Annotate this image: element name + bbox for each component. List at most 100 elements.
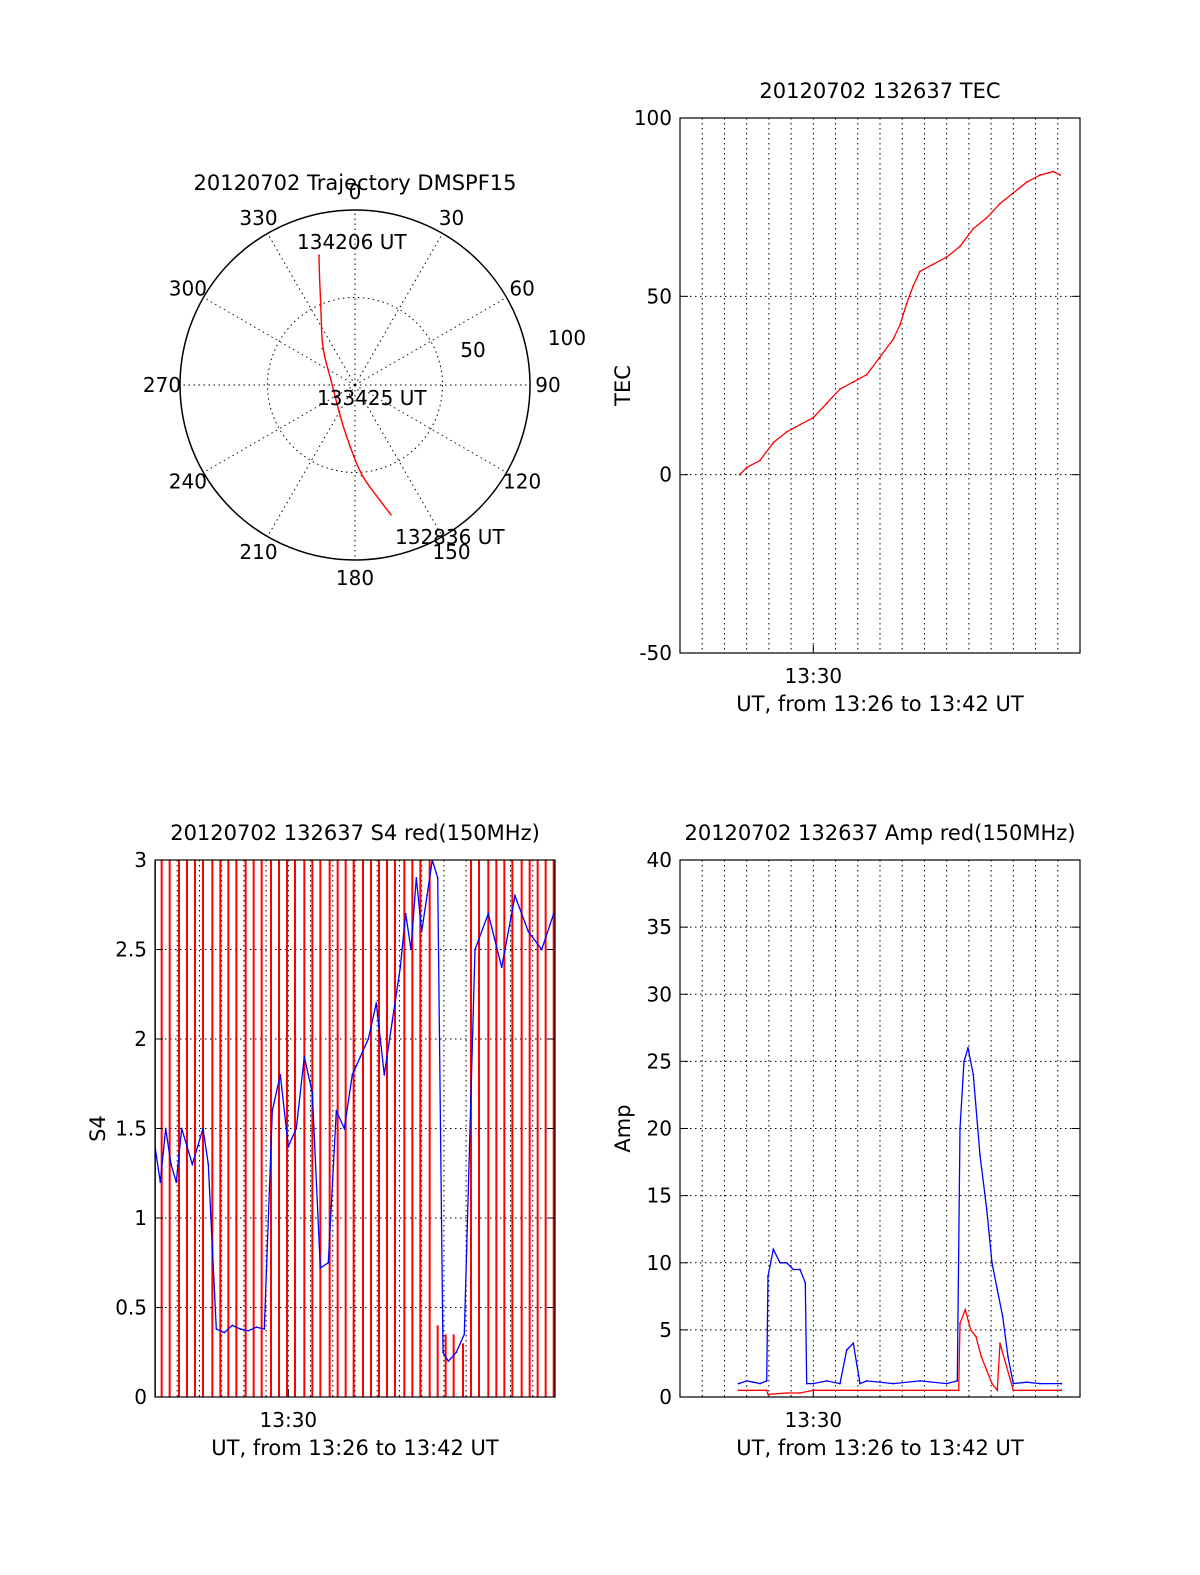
y-tick-label: 10 [647, 1251, 672, 1275]
y-axis-label: Amp [611, 1104, 635, 1152]
data-point [415, 877, 418, 879]
data-point [500, 966, 503, 969]
trajectory-point [318, 281, 321, 284]
data-point [263, 1328, 266, 1330]
data-point [959, 1322, 961, 1325]
trajectory-point [378, 498, 381, 501]
chart-title: 20120702 Trajectory DMSPF15 [193, 171, 516, 195]
y-tick-label: 0 [134, 1385, 147, 1409]
plot-frame [679, 117, 1081, 654]
data-point [985, 1369, 988, 1372]
data-point [799, 1268, 801, 1271]
data-point [463, 1333, 466, 1336]
data-point [999, 202, 1001, 205]
data-point [474, 948, 476, 951]
data-point [972, 227, 975, 230]
data-point [442, 1351, 444, 1354]
data-point [279, 1073, 282, 1076]
y-tick-label: 0 [659, 463, 672, 487]
azimuth-label: 180 [336, 566, 374, 590]
data-point [752, 1381, 755, 1384]
plot-area [155, 860, 555, 1397]
azimuth-label: 30 [439, 206, 464, 230]
data-point [785, 1392, 788, 1394]
data-point [737, 1382, 740, 1385]
data-point [804, 1281, 807, 1284]
data-line [738, 1047, 1062, 1385]
data-point [399, 966, 402, 969]
grid-circle [267, 297, 443, 473]
data-point [919, 1389, 921, 1392]
data-point [785, 1261, 788, 1264]
data-point [410, 948, 412, 951]
data-point [514, 894, 516, 897]
data-point [271, 1109, 274, 1112]
trajectory-point [390, 514, 392, 516]
y-tick-label: 15 [647, 1184, 672, 1208]
series-red [738, 170, 1061, 476]
data-point [1001, 1315, 1004, 1318]
data-point [979, 1154, 981, 1157]
data-point [175, 1181, 178, 1184]
grid-spoke [203, 384, 356, 473]
grid-spoke [267, 384, 356, 537]
data-point [999, 1342, 1001, 1345]
data-point [865, 1389, 868, 1392]
data-point [759, 1382, 761, 1385]
x-tick-label: 13:30 [260, 1408, 318, 1432]
data-point [426, 894, 428, 897]
trajectory-point [320, 314, 323, 317]
data-point [956, 1379, 959, 1382]
trajectory-point [348, 445, 351, 447]
data-point [745, 466, 748, 469]
track-annotation: 133425 UT [317, 386, 427, 410]
data-point [404, 912, 407, 915]
data-point [191, 1163, 194, 1166]
data-point [359, 1056, 362, 1058]
radial-label: 50 [460, 338, 485, 362]
trajectory-point [330, 379, 332, 381]
data-point [391, 1020, 394, 1022]
azimuth-label: 240 [169, 470, 207, 494]
data-point [963, 1060, 965, 1063]
data-point [420, 930, 423, 933]
track-annotation: 132836 UT [395, 525, 505, 549]
grid-spoke [354, 233, 443, 386]
data-point [759, 459, 761, 462]
data-point [991, 1382, 993, 1385]
y-tick-label: 40 [647, 848, 672, 872]
data-point [186, 1145, 188, 1148]
data-point [765, 1389, 768, 1392]
data-point [957, 1389, 960, 1392]
data-point [527, 930, 530, 933]
chart-title: 20120702 132637 Amp red(150MHz) [684, 821, 1075, 845]
data-point [375, 1002, 378, 1005]
data-point [839, 388, 841, 390]
data-point [738, 473, 741, 476]
data-point [311, 1091, 314, 1094]
y-tick-label: 0.5 [115, 1296, 147, 1320]
data-point [1012, 192, 1015, 194]
data-point [919, 270, 921, 273]
y-axis-label: S4 [86, 1115, 110, 1142]
trajectory-point [339, 415, 342, 418]
azimuth-label: 300 [169, 277, 207, 301]
plot-area [738, 170, 1061, 476]
y-tick-label: 50 [647, 284, 672, 308]
grid-spoke [267, 233, 356, 386]
data-point [1060, 1382, 1063, 1385]
data-point [799, 423, 801, 426]
data-point [1039, 1389, 1041, 1392]
data-point [785, 430, 788, 433]
radial-label: 100 [548, 326, 586, 350]
data-line [738, 1307, 1062, 1395]
data-point [737, 1389, 740, 1392]
data-point [1012, 1389, 1015, 1392]
data-point [865, 373, 868, 376]
data-point [1012, 1382, 1015, 1385]
data-point [975, 1335, 977, 1338]
trajectory-point [318, 254, 320, 256]
data-point [287, 1145, 290, 1148]
data-point [959, 1127, 961, 1130]
